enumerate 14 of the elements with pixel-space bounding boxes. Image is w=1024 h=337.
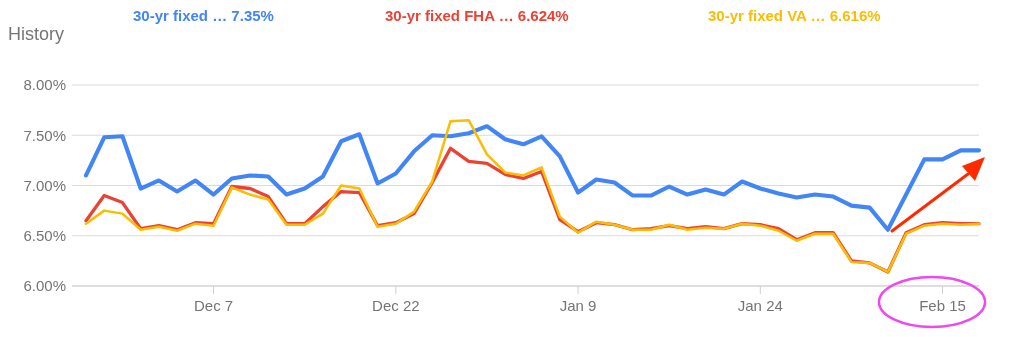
x-tick-label: Jan 9 xyxy=(559,297,597,314)
text: 30-yr fixed VA … 6.616% xyxy=(708,7,881,24)
y-tick-label: 7.50% xyxy=(23,126,66,144)
y-tick-label: 6.00% xyxy=(23,277,66,295)
y-tick-label: 8.00% xyxy=(23,76,66,94)
text: 30-yr fixed … 7.35% xyxy=(133,7,274,24)
x-tick-label: Dec 22 xyxy=(372,297,420,314)
x-tick-label: Dec 7 xyxy=(193,297,234,314)
text: 30-yr fixed FHA … 6.624% xyxy=(385,7,569,24)
chart-title: History xyxy=(8,24,65,44)
y-tick-label: 6.50% xyxy=(23,227,66,244)
x-tick-label: Jan 24 xyxy=(737,297,783,314)
x-tick-label: Feb 15 xyxy=(919,297,966,314)
y-tick-label: 7.00% xyxy=(23,176,66,194)
